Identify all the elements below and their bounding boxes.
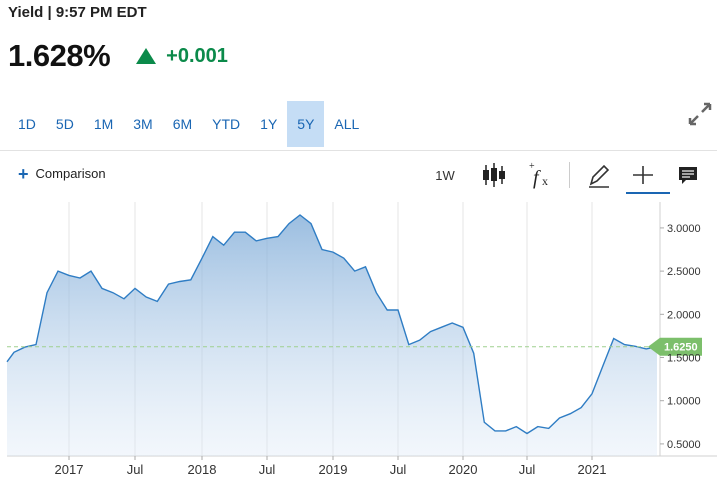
y-tick-label: 2.0000 xyxy=(667,309,701,321)
y-tick-label: 0.5000 xyxy=(667,439,701,451)
divider xyxy=(0,150,717,151)
plus-icon: + xyxy=(18,163,29,184)
range-tab[interactable]: 1D xyxy=(18,116,36,132)
x-tick-label: 2021 xyxy=(578,462,607,477)
svg-text:f: f xyxy=(533,167,541,189)
last-value-tag xyxy=(648,337,702,356)
range-tabs: 1D 5D 1M 3M 6M YTD 1Y 5Y ALL xyxy=(8,101,369,147)
last-value-label: 1.6250 xyxy=(664,342,698,354)
yield-line xyxy=(6,214,658,435)
x-tick-label: 2020 xyxy=(449,462,478,477)
price-change: +0.001 xyxy=(166,44,228,67)
range-tab[interactable]: 6M xyxy=(172,116,193,132)
crosshair-active-indicator xyxy=(626,192,670,194)
up-arrow-icon xyxy=(136,48,157,64)
chart-svg[interactable]: 1.6250 3.0000 2.5000 2.0000 1.5000 1.0000 0.50… xyxy=(0,200,717,487)
range-tab[interactable]: ALL xyxy=(334,116,360,132)
range-tab[interactable]: 5D xyxy=(55,116,74,132)
svg-text:x: x xyxy=(542,174,548,188)
price-value: 1.628% xyxy=(8,38,111,73)
pencil-icon[interactable] xyxy=(586,160,612,190)
range-tab[interactable]: 5Y xyxy=(287,101,325,147)
comparison-button[interactable]: + Comparison xyxy=(18,163,106,184)
comment-icon[interactable] xyxy=(676,160,700,190)
range-tab[interactable]: YTD xyxy=(212,116,241,132)
candlestick-icon[interactable] xyxy=(480,160,508,190)
x-tick-label: Jul xyxy=(127,462,144,477)
svg-text:+: + xyxy=(529,161,535,172)
x-tick-label: 2018 xyxy=(188,462,217,477)
x-tick-label: Jul xyxy=(259,462,276,477)
y-tick-label: 1.5000 xyxy=(667,353,701,365)
range-tab[interactable]: 3M xyxy=(133,116,153,132)
toolbar-divider xyxy=(569,162,570,188)
price-row: 1.628% +0.001 xyxy=(8,38,228,74)
range-tab[interactable]: 1Y xyxy=(260,116,278,132)
x-tick-label: Jul xyxy=(519,462,536,477)
yield-chart[interactable]: 1.6250 3.0000 2.5000 2.0000 1.5000 1.0000 0.50… xyxy=(0,200,717,487)
y-tick-label: 1.0000 xyxy=(667,396,701,408)
x-tick-label: 2017 xyxy=(55,462,84,477)
y-tick-label: 2.5000 xyxy=(667,266,701,278)
x-tick-label: Jul xyxy=(390,462,407,477)
range-tab[interactable]: 1M xyxy=(93,116,114,132)
function-icon[interactable]: + f x xyxy=(527,160,553,190)
x-tick-label: 2019 xyxy=(319,462,348,477)
area-fill xyxy=(7,215,657,456)
comparison-label: Comparison xyxy=(35,166,106,181)
expand-icon[interactable] xyxy=(686,100,714,128)
interval-button[interactable]: 1W xyxy=(435,167,455,183)
quote-header: Yield | 9:57 PM EDT xyxy=(8,4,147,21)
chart-toolbar: + Comparison 1W + f x xyxy=(0,152,717,198)
crosshair-icon[interactable] xyxy=(630,160,656,190)
y-tick-label: 3.0000 xyxy=(667,223,701,235)
